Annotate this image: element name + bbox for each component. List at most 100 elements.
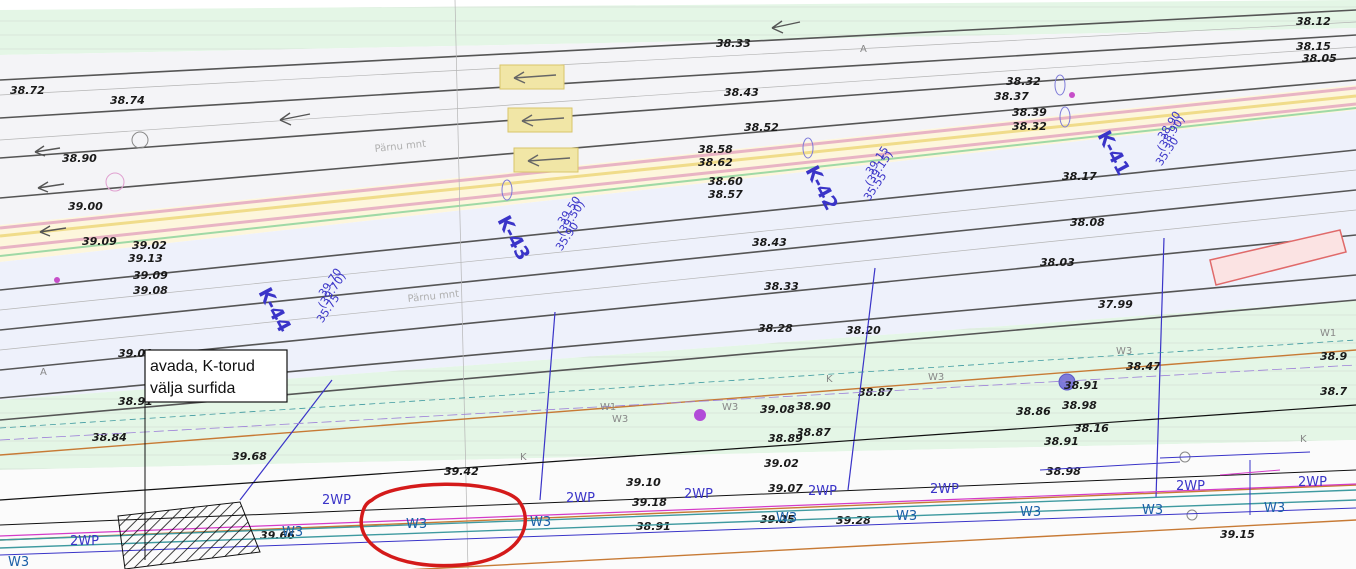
map-symbols	[54, 74, 1198, 521]
lane-arrows	[34, 20, 801, 237]
pipe-label-w3: W3	[1020, 505, 1041, 520]
elevation-point: 39.13	[128, 252, 163, 265]
utility-tag: W3	[1116, 346, 1132, 357]
elevation-point: 38.7	[1320, 385, 1347, 398]
elevation-point: 38.57	[708, 188, 743, 201]
utility-tag: K	[826, 374, 833, 385]
elevation-point: 38.33	[716, 37, 751, 50]
elevation-point: 38.87	[858, 386, 893, 399]
hatched-area	[117, 501, 261, 569]
pipe-label-w3: W3	[282, 525, 303, 540]
utility-tag: K	[520, 452, 527, 463]
elevation-point: 38.87	[796, 426, 831, 439]
elevation-point: 38.90	[62, 152, 97, 165]
note-callout: avada, K-torud välja surfida	[144, 349, 288, 403]
elevation-point: 38.47	[1126, 360, 1161, 373]
green-verge-south-pattern	[0, 300, 1356, 470]
elevation-point: 38.60	[708, 175, 743, 188]
lane-arrow-boxes	[499, 64, 579, 173]
elevation-point: 38.62	[698, 156, 733, 169]
elevation-point: 38.91	[636, 520, 671, 533]
pipe-label-w3: W3	[776, 511, 797, 526]
elevation-point: 39.25	[760, 513, 795, 526]
road-label-lower: Pärnu mnt	[407, 289, 459, 305]
pipe-tag: 2WP	[566, 491, 595, 506]
note-box	[144, 349, 288, 403]
elevation-point: 38.98	[1046, 465, 1081, 478]
elevation-point: 38.98	[1062, 399, 1097, 412]
elevation-point: 38.58	[698, 143, 733, 156]
elevation-point: 38.43	[752, 236, 787, 249]
curb-line-pink-1	[0, 86, 1356, 230]
elevation-point: 39.00	[68, 200, 103, 213]
elevation-point: 39.10	[626, 476, 661, 489]
elevation-point: 38.9	[1320, 350, 1347, 363]
road-median	[0, 85, 1356, 262]
elevation-point: 38.16	[1074, 422, 1109, 435]
note-line-1: avada, K-torud	[150, 358, 255, 375]
pipe-label-w3: W3	[530, 515, 551, 530]
elevation-point: 38.05	[1302, 52, 1337, 65]
elevation-point: 38.32	[1006, 75, 1041, 88]
utility-tag: W1	[600, 402, 616, 413]
elevation-point: 38.89	[768, 432, 803, 445]
elevation-point: 39.09	[82, 235, 117, 248]
utility-tag: K	[1300, 434, 1307, 445]
road-label-upper: Pärnu mnt	[374, 139, 426, 155]
utility-tag: W3	[928, 372, 944, 383]
property-outline	[1209, 229, 1347, 286]
elevation-point: 39.02	[764, 457, 799, 470]
manhole-leaders	[239, 237, 1165, 501]
elevation-point: 39.09	[133, 269, 168, 282]
pipe-label-w3: W3	[406, 517, 427, 532]
pipe-tags: 2WP 2WP 2WP 2WP 2WP 2WP 2WP 2WP	[70, 475, 1327, 549]
road-carriageway-south	[0, 110, 1356, 400]
elevation-point: 39.02	[132, 239, 167, 252]
sidewalk-strip	[0, 440, 1356, 569]
elevation-point: 39.68	[232, 450, 267, 463]
elevation-point: 38.12	[1296, 15, 1331, 28]
pipe-labels: W3 W3 W3 W3 W3 W3 W3 W3 W3	[8, 501, 1285, 569]
utility-tags: W3 W3 W3 W3 W1 W1 K K K	[520, 328, 1336, 463]
elevation-point: 38.90	[796, 400, 831, 413]
elevation-point: 38.52	[744, 121, 779, 134]
pipe-label-w3: W3	[1142, 503, 1163, 518]
utility-tag: W3	[612, 414, 628, 425]
pipe-tag: 2WP	[70, 534, 99, 549]
elevation-point: 38.91	[118, 395, 153, 408]
elevation-point: 38.08	[1070, 216, 1105, 229]
elevation-point: 38.32	[1012, 120, 1047, 133]
elevation-point: 39.08	[133, 284, 168, 297]
elevation-point: 38.74	[110, 94, 145, 107]
red-highlight-ellipse	[359, 482, 527, 568]
elevation-point: 39.00	[118, 347, 153, 360]
pipe-tag: 2WP	[1176, 479, 1205, 494]
note-line-2: välja surfida	[150, 380, 235, 397]
pipe-label-w3: W3	[896, 509, 917, 524]
pipe-tag: 2WP	[1298, 475, 1327, 490]
elevation-point: 38.15	[1296, 40, 1331, 53]
road-carriageway-north	[0, 28, 1356, 225]
elevation-point: 39.15	[1220, 528, 1255, 541]
elevation-point: 38.39	[1012, 106, 1047, 119]
elevation-point: 38.72	[10, 84, 45, 97]
elevation-point: 38.33	[764, 280, 799, 293]
pipe-label-w3: W3	[8, 555, 29, 569]
curb-line-yellow	[0, 94, 1356, 238]
elevation-point: 38.91	[1064, 379, 1099, 392]
pipe-label-w3: W3	[1264, 501, 1285, 516]
pipe-tag: 2WP	[808, 484, 837, 499]
lane-marker-a: A	[860, 44, 867, 55]
pipe-tag: 2WP	[684, 487, 713, 502]
pipe-tag: 2WP	[930, 482, 959, 497]
elevation-point: 38.20	[846, 324, 881, 337]
elevation-point: 38.37	[994, 90, 1029, 103]
elevation-point: 39.07	[768, 482, 803, 495]
elevation-point: 39.08	[760, 403, 795, 416]
elevation-point: 38.17	[1062, 170, 1097, 183]
elevation-point: 38.28	[758, 322, 793, 335]
elevation-point: 38.43	[724, 86, 759, 99]
utility-tag: W1	[1320, 328, 1336, 339]
